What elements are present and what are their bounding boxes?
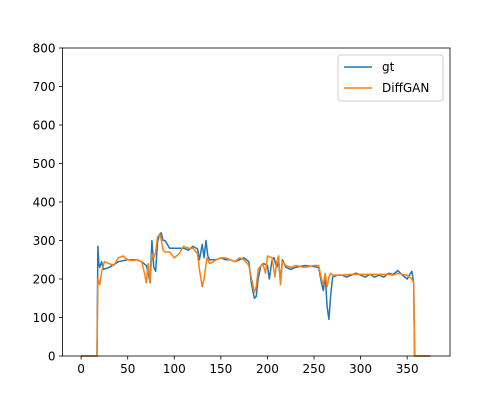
x-tick-label: 350 [396, 362, 419, 376]
axis-layer: 0 50 100 150 200 250 300 350 0 100 200 300 400 500 600… [33, 42, 419, 377]
y-tick-label: 500 [33, 157, 56, 171]
y-tick-label: 100 [33, 311, 56, 325]
legend-label-diffgan: DiffGAN [382, 81, 429, 95]
x-tick-label: 200 [256, 362, 279, 376]
x-tick-label: 250 [303, 362, 326, 376]
x-tick-label: 150 [209, 362, 232, 376]
y-tick-label: 300 [33, 234, 56, 248]
y-tick-label: 800 [33, 42, 56, 56]
x-tick-label: 0 [77, 362, 85, 376]
series-layer [81, 232, 431, 357]
y-tick-label: 200 [33, 273, 56, 287]
y-tick-label: 400 [33, 196, 56, 210]
series-line-diffgan [81, 233, 431, 357]
legend-label-gt: gt [382, 60, 395, 74]
y-tick-label: 700 [33, 80, 56, 94]
plot-frame [62, 47, 451, 357]
y-tick-label: 0 [48, 350, 56, 364]
x-tick-label: 300 [349, 362, 372, 376]
y-tick-label: 600 [33, 119, 56, 133]
x-tick-label: 100 [163, 362, 186, 376]
series-line-gt [81, 232, 431, 357]
x-tick-label: 50 [120, 362, 135, 376]
legend: gt DiffGAN [337, 54, 444, 102]
